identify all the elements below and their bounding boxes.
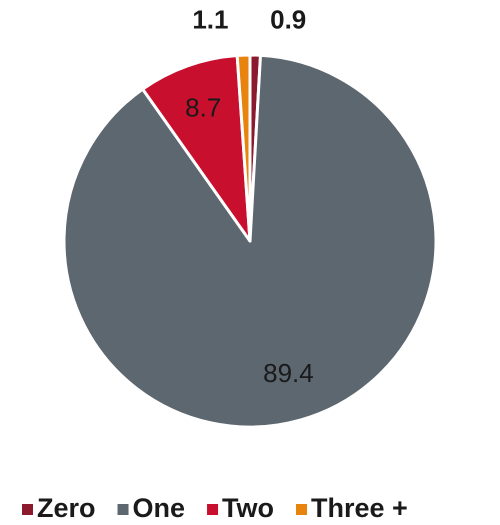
legend-swatch — [296, 504, 308, 515]
legend-label: One — [133, 493, 186, 523]
pie-slice — [141, 53, 252, 243]
data-label: 1.1 — [192, 5, 228, 35]
legend-label: Two — [222, 493, 274, 523]
legend-swatch — [22, 504, 33, 515]
legend-swatch — [207, 504, 219, 515]
pie-slice — [235, 53, 252, 243]
data-label: 8.7 — [185, 92, 221, 122]
legend-label: Three + — [311, 493, 408, 523]
data-label: 0.9 — [270, 4, 306, 34]
legend-swatch — [117, 504, 129, 515]
data-label: 89.4 — [263, 358, 314, 388]
legend-label: Zero — [37, 493, 96, 523]
